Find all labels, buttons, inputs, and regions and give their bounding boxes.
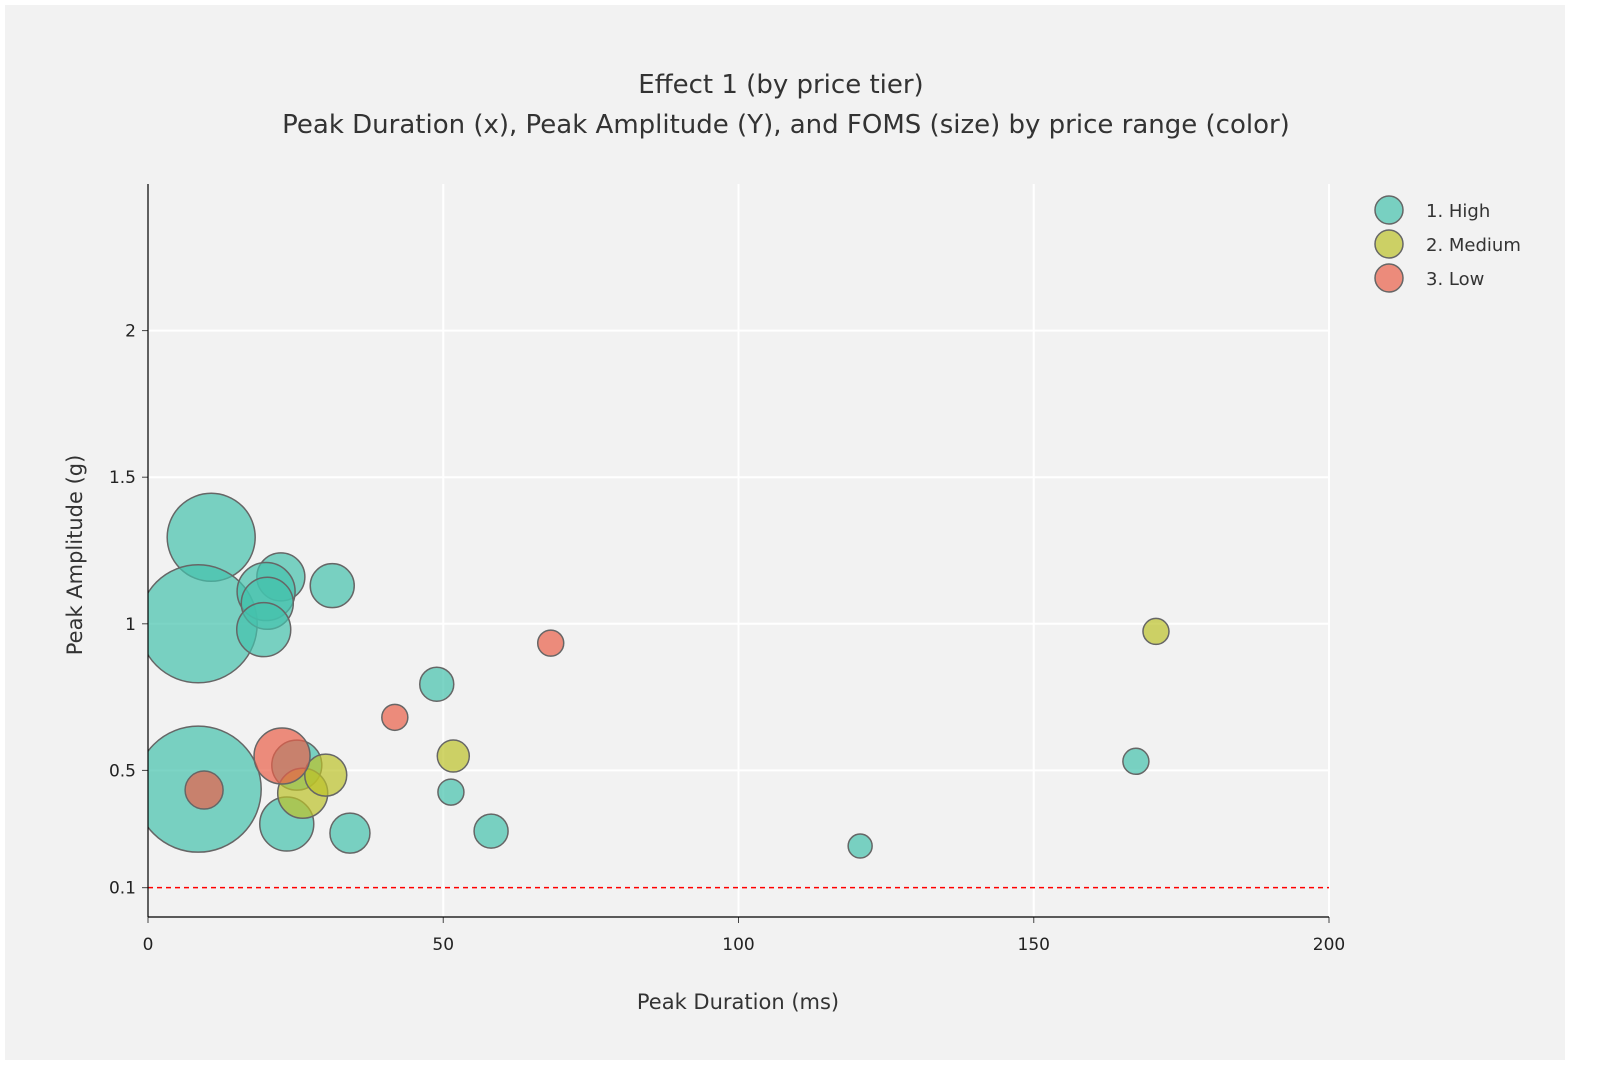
bubble-high <box>847 833 873 859</box>
bubble-medium <box>303 753 348 797</box>
legend-marker <box>1374 229 1404 259</box>
x-tick-label: 100 <box>722 935 754 955</box>
x-tick-label: 0 <box>143 935 154 955</box>
chart-subtitle: Peak Duration (x), Peak Amplitude (Y), a… <box>282 110 1290 140</box>
bubble-high <box>329 812 371 854</box>
legend-item: 2. Medium <box>1374 229 1521 259</box>
bubble-low <box>184 770 224 810</box>
legend-marker <box>1374 263 1404 293</box>
y-tick-label: 2 <box>125 322 136 342</box>
legend-item: 3. Low <box>1374 263 1484 293</box>
y-tick-label: 1.5 <box>109 468 136 488</box>
legend-label: 2. Medium <box>1426 235 1521 256</box>
bubble-high <box>437 778 465 806</box>
y-tick-label: 0.5 <box>109 761 136 781</box>
chart-container: Effect 1 (by price tier) Peak Duration (… <box>5 5 1565 1060</box>
gridlines <box>148 184 1330 917</box>
bubble-high <box>473 813 509 849</box>
bubble-high <box>309 562 355 609</box>
bubbles <box>148 492 1170 859</box>
bubble-high <box>235 601 292 658</box>
x-axis-label: Peak Duration (ms) <box>637 990 839 1014</box>
legend-label: 3. Low <box>1426 269 1484 290</box>
x-tick-label: 200 <box>1313 935 1345 955</box>
axes: 0 50 100 150 200 0.1 0.5 1 1.5 2 <box>109 184 1345 955</box>
bubble-medium <box>436 739 471 773</box>
y-tick-label: 0.1 <box>109 879 136 899</box>
bubble-layer <box>148 492 1170 859</box>
bubble-low <box>381 703 409 732</box>
bubble-chart: Effect 1 (by price tier) Peak Duration (… <box>63 70 1521 1014</box>
legend-item: 1. High <box>1374 195 1490 225</box>
x-tick-label: 150 <box>1018 935 1050 955</box>
y-tick-label: 1 <box>125 615 136 635</box>
chart-title: Effect 1 (by price tier) <box>638 70 923 100</box>
bubble-high <box>419 666 455 702</box>
legend-label: 1. High <box>1426 201 1490 222</box>
y-axis-label: Peak Amplitude (g) <box>63 455 87 656</box>
bubble-medium <box>1142 617 1170 646</box>
bubble-low <box>253 727 311 785</box>
legend: 1. High 2. Medium 3. Low <box>1374 195 1521 293</box>
bubble-low <box>536 629 565 657</box>
x-tick-label: 50 <box>432 935 454 955</box>
bubble-high <box>1122 747 1150 776</box>
legend-marker <box>1374 195 1404 225</box>
